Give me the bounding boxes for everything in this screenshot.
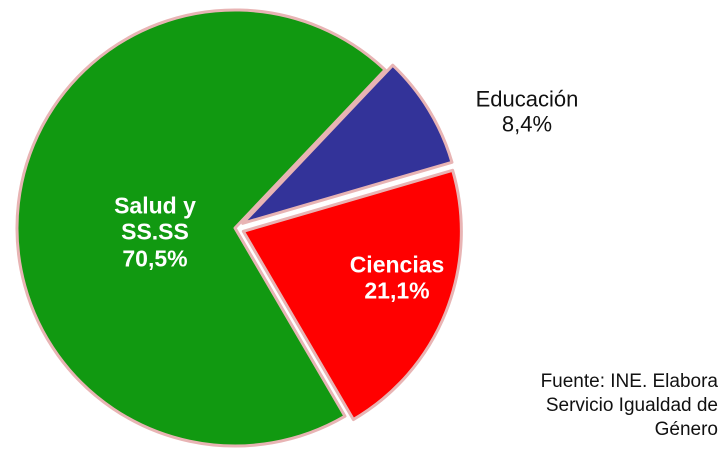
value-label: 70,5% <box>122 245 188 272</box>
pie-slice <box>241 168 463 422</box>
value-label: 21,1% <box>364 278 430 304</box>
value-label: 8,4% <box>501 112 553 137</box>
slice-label: Educación 8,4% <box>476 87 579 138</box>
category-label: Salud y SS.SS <box>114 192 196 245</box>
slice-label: Salud y SS.SS 70,5% <box>100 192 210 271</box>
pie-slice <box>241 63 454 225</box>
category-label: Educación <box>475 86 579 112</box>
category-label: Ciencias <box>349 251 445 278</box>
pie-slice <box>15 8 387 448</box>
slice-label: Ciencias 21,1% <box>322 252 472 305</box>
source-note: Fuente: INE. Elabora Servicio Igualdad d… <box>540 371 718 440</box>
